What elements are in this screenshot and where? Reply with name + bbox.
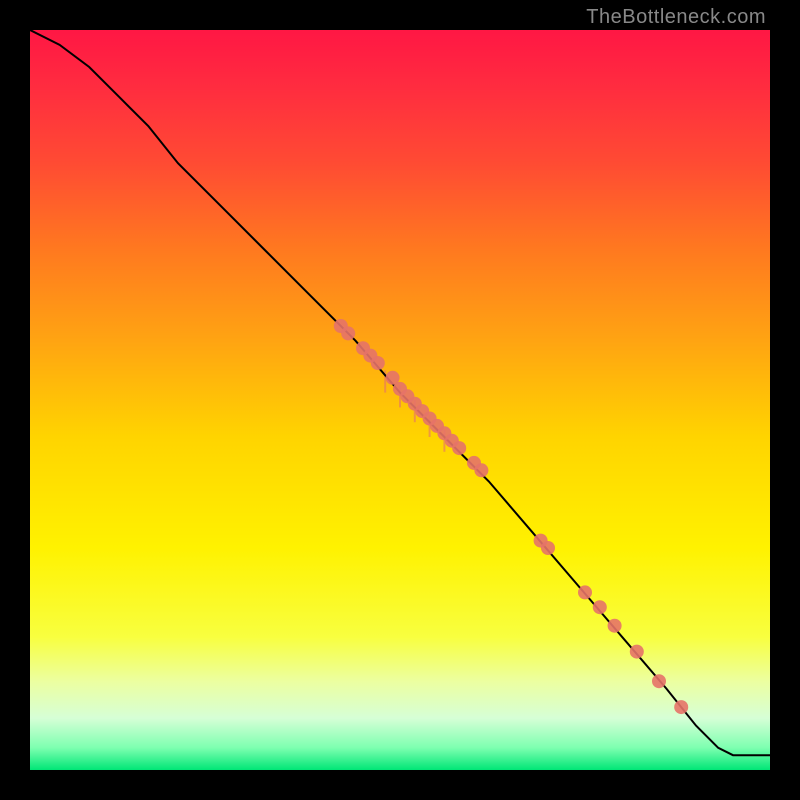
watermark-text: TheBottleneck.com — [586, 6, 766, 29]
plot-area — [30, 30, 770, 770]
frame-left — [0, 0, 30, 800]
chart-overlay — [30, 30, 770, 770]
frame-bottom — [0, 770, 800, 800]
frame-right — [770, 0, 800, 800]
